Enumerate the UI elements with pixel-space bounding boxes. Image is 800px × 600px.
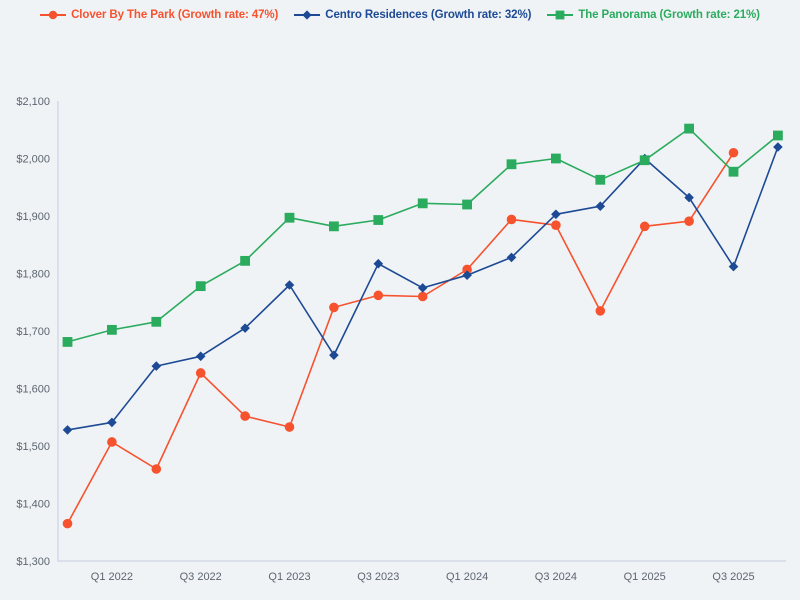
data-point-circle-marker [329,302,339,313]
series-the-panorama [62,123,783,347]
series-line [67,127,779,343]
data-point-square-marker [195,281,206,292]
y-tick-label: $1,900 [16,211,50,223]
data-point-diamond-marker [373,258,384,269]
y-tick-label: $1,800 [16,269,50,281]
data-point-diamond-marker [506,252,517,263]
y-tick-label: $2,100 [16,96,50,108]
data-point-circle-marker [284,422,295,432]
data-point-square-marker [728,166,739,177]
data-point-diamond-marker [240,323,250,333]
data-point-square-marker [462,199,472,210]
data-point-circle-marker [373,290,384,301]
y-tick-label: $1,300 [16,556,50,568]
y-tick-label: $1,500 [16,441,50,453]
series-centro-residences [62,142,783,435]
y-tick-label: $1,700 [16,326,50,338]
data-point-diamond-marker [62,425,73,435]
data-point-diamond-marker [595,201,606,212]
legend-item-centro-residences[interactable]: Centro Residences (Growth rate: 32%) [294,9,531,21]
legend-label-the-panorama: The Panorama (Growth rate: 21%) [578,9,760,21]
data-point-square-marker [151,316,162,327]
data-point-circle-marker [684,216,694,226]
data-point-circle-marker [551,220,561,230]
data-point-diamond-marker [195,351,206,362]
legend-label-centro-residences: Centro Residences (Growth rate: 32%) [325,9,532,21]
data-point-circle-marker [62,518,73,529]
data-point-diamond-marker [462,270,472,281]
data-point-square-marker [639,155,650,166]
data-point-square-marker [107,324,117,335]
data-point-square-marker [506,159,517,170]
data-point-square-marker [373,215,384,225]
x-tick-label: Q1 2023 [268,571,310,583]
x-tick-label: Q1 2025 [624,571,666,583]
data-point-diamond-marker [329,350,339,360]
x-tick-label: Q3 2024 [535,571,577,583]
legend-marker-circle-icon [40,9,67,21]
data-point-diamond-marker [151,361,162,371]
data-point-circle-marker [728,147,739,158]
data-point-diamond-marker [684,192,694,203]
legend-marker-diamond-icon [294,9,321,21]
data-point-square-marker [284,212,295,223]
data-point-square-marker [773,130,783,141]
data-point-diamond-marker [284,280,295,290]
data-point-square-marker [417,198,428,209]
data-point-diamond-marker [728,261,739,272]
legend-item-the-panorama[interactable]: The Panorama (Growth rate: 21%) [547,9,760,21]
data-point-square-marker [240,255,250,266]
x-tick-label: Q3 2023 [357,571,399,583]
y-tick-label: $2,000 [16,154,50,166]
legend-label-clover-by-the-park: Clover By The Park (Growth rate: 47%) [71,9,279,21]
data-point-circle-marker [639,221,650,232]
data-point-circle-marker [506,214,517,225]
data-point-circle-marker [107,437,117,447]
chart-legend: Clover By The Park (Growth rate: 47%) Ce… [0,9,800,21]
data-point-circle-marker [195,368,206,378]
data-point-square-marker [329,221,339,232]
x-tick-label: Q1 2022 [91,571,133,583]
data-point-circle-marker [417,291,428,302]
data-point-diamond-marker [551,209,561,220]
data-point-diamond-marker [107,417,117,428]
data-point-square-marker [595,174,606,185]
x-tick-label: Q3 2022 [180,571,222,583]
legend-item-clover-by-the-park[interactable]: Clover By The Park (Growth rate: 47%) [40,9,278,21]
data-point-diamond-marker [417,283,428,293]
data-point-square-marker [684,123,694,134]
y-tick-label: $1,400 [16,499,50,511]
data-point-circle-marker [240,411,250,421]
data-point-circle-marker [462,264,472,275]
x-tick-label: Q1 2024 [446,571,488,583]
data-point-square-marker [62,337,73,347]
data-point-square-marker [551,153,561,164]
y-tick-label: $1,600 [16,384,50,396]
axis-lines [57,101,786,562]
series-line [66,152,735,524]
x-tick-label: Q3 2025 [712,571,754,583]
legend-marker-square-icon [547,9,574,21]
data-point-circle-marker [151,464,162,474]
series-clover-by-the-park [62,147,739,529]
data-point-circle-marker [595,306,606,316]
data-point-diamond-marker [773,142,783,152]
